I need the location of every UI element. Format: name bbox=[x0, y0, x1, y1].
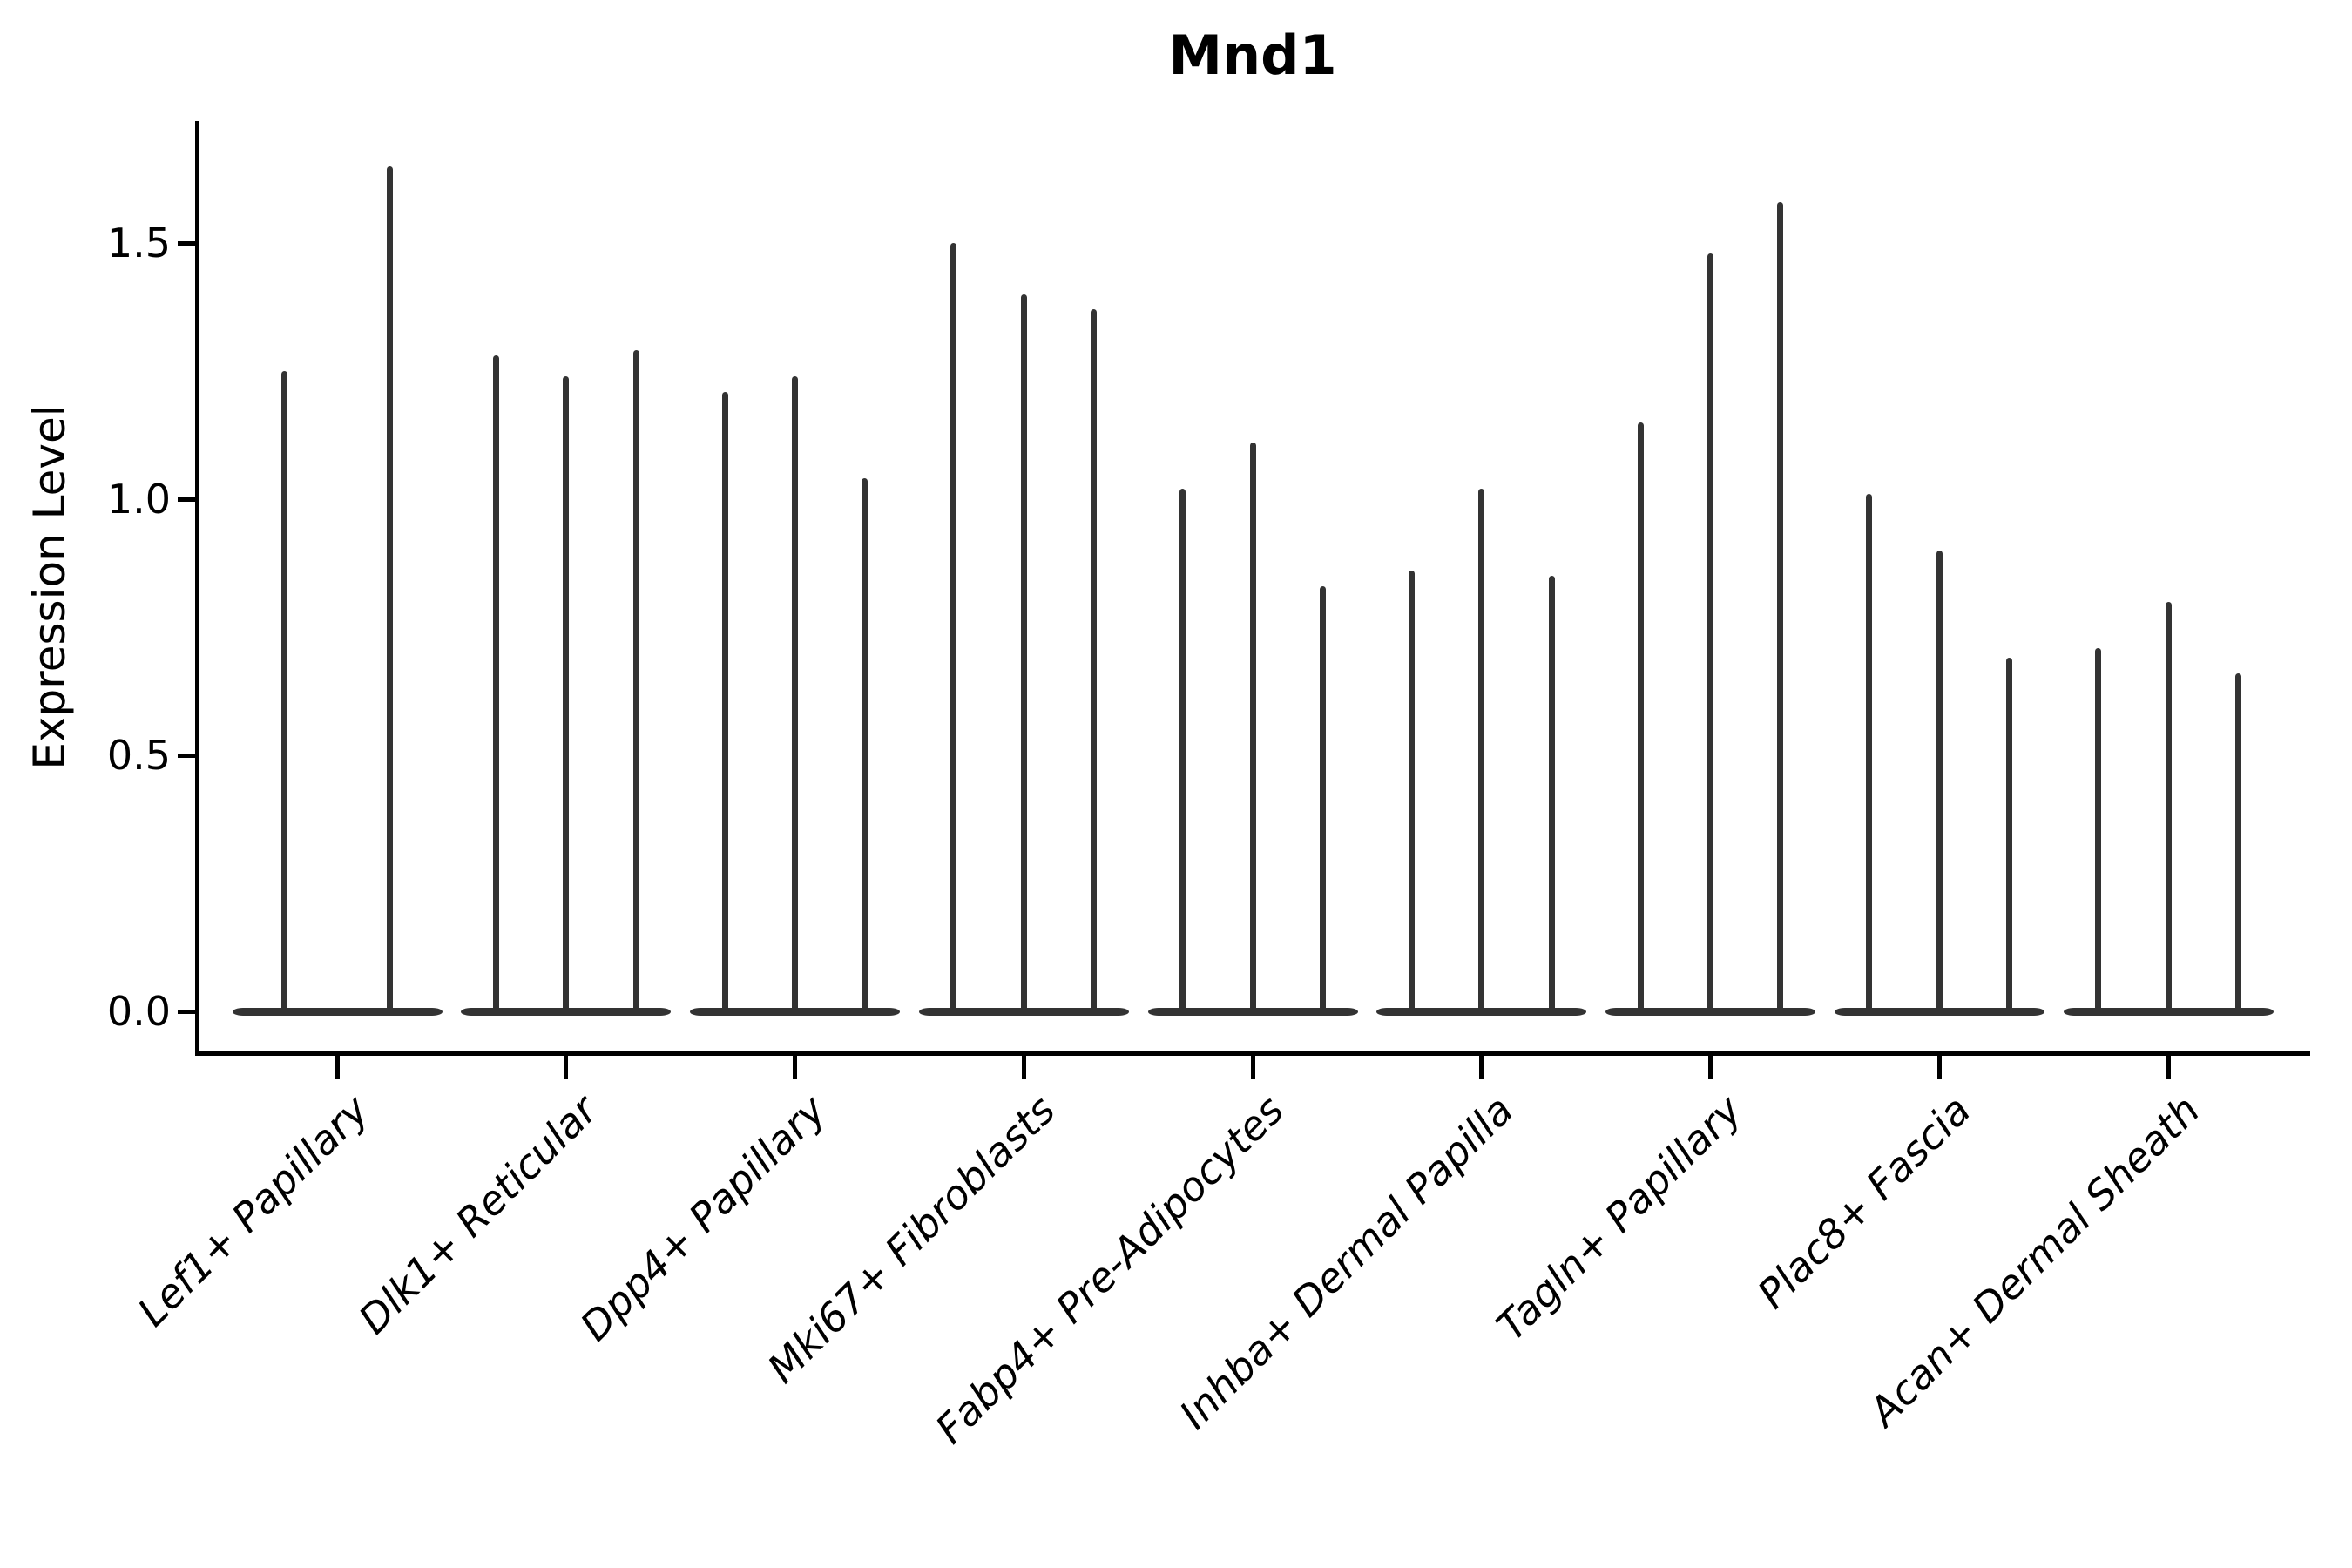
violin-stem bbox=[1179, 489, 1186, 1015]
x-tick bbox=[1250, 1056, 1255, 1079]
violin-stem bbox=[2006, 658, 2013, 1015]
y-axis-spine bbox=[195, 121, 199, 1056]
violin-stem bbox=[721, 391, 728, 1015]
violin-stem bbox=[950, 243, 957, 1015]
x-tick-label: Dpp4+ Papillary bbox=[571, 1086, 835, 1350]
violin-stem bbox=[2095, 647, 2102, 1015]
chart-title: Mnd1 bbox=[1168, 24, 1337, 87]
y-tick bbox=[178, 753, 196, 758]
violin-stem bbox=[792, 375, 798, 1015]
violin-stem bbox=[1478, 489, 1485, 1015]
x-tick-label: Lef1+ Papillary bbox=[128, 1086, 378, 1335]
x-axis-spine bbox=[195, 1051, 2310, 1056]
violin-stem bbox=[492, 355, 499, 1015]
violin-stem bbox=[1866, 494, 1873, 1015]
y-tick-label: 0.5 bbox=[106, 732, 171, 779]
violin-stem bbox=[386, 166, 393, 1015]
x-tick bbox=[1708, 1056, 1713, 1079]
violin-stem bbox=[1637, 422, 1644, 1015]
violin-stem bbox=[1707, 253, 1713, 1015]
y-tick bbox=[178, 1009, 196, 1014]
violin-stem bbox=[1091, 309, 1098, 1015]
violin-stem bbox=[632, 350, 639, 1015]
violin-stem bbox=[1777, 201, 1784, 1015]
violin-stem bbox=[1936, 550, 1943, 1015]
x-tick-label: Dlk1+ Reticular bbox=[349, 1086, 606, 1343]
x-tick bbox=[793, 1056, 797, 1079]
y-tick-label: 1.5 bbox=[106, 220, 171, 267]
y-tick bbox=[178, 497, 196, 502]
x-tick bbox=[564, 1056, 569, 1079]
violin-stem bbox=[1548, 576, 1555, 1015]
y-tick-label: 0.0 bbox=[106, 988, 171, 1035]
violin-base bbox=[232, 1007, 443, 1016]
violin-stem bbox=[1319, 585, 1326, 1015]
x-tick bbox=[1936, 1056, 1942, 1079]
violin-stem bbox=[1249, 443, 1256, 1015]
violin-stem bbox=[281, 371, 288, 1015]
violin-stem bbox=[2165, 601, 2172, 1015]
y-tick bbox=[178, 240, 196, 246]
x-tick bbox=[1479, 1056, 1484, 1079]
violin-stem bbox=[1020, 294, 1027, 1015]
x-tick bbox=[2166, 1056, 2171, 1079]
violin-stem bbox=[1408, 571, 1415, 1015]
violin-stem bbox=[862, 478, 868, 1015]
violin-stem bbox=[2234, 672, 2241, 1015]
x-tick bbox=[1021, 1056, 1026, 1079]
x-tick-label: Tagln+ Papillary bbox=[1487, 1086, 1751, 1350]
x-tick bbox=[335, 1056, 340, 1079]
y-tick-label: 1.0 bbox=[106, 476, 171, 523]
violin-stem bbox=[563, 375, 570, 1015]
x-tick-label: Plac8+ Fascia bbox=[1748, 1086, 1980, 1318]
